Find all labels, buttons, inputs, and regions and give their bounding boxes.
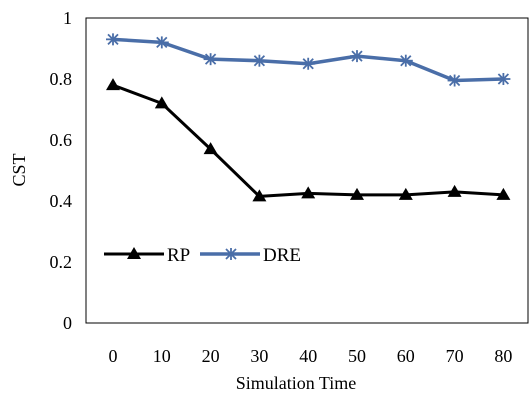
data-point-dre: [301, 57, 316, 70]
x-tick-label: 60: [397, 346, 415, 366]
legend-item-dre: DRE: [200, 245, 301, 266]
data-point-dre: [350, 50, 364, 63]
data-point-rp: [154, 96, 169, 109]
x-tick-label: 40: [299, 346, 317, 366]
y-tick-label: 0.2: [50, 252, 73, 272]
data-point-rp: [301, 186, 316, 199]
legend-asterisk-marker: [225, 248, 237, 260]
series-layer: [106, 33, 511, 202]
data-point-dre: [203, 53, 218, 66]
series-rp: [106, 78, 511, 202]
x-tick-label: 20: [202, 346, 220, 366]
data-point-dre: [106, 33, 120, 46]
data-point-rp: [106, 78, 120, 91]
x-tick-label: 10: [153, 346, 171, 366]
x-tick-label: 0: [109, 346, 118, 366]
data-point-dre: [154, 36, 169, 49]
plot-area: [85, 17, 529, 324]
x-axis-title: Simulation Time: [236, 373, 357, 393]
y-tick-label: 1: [63, 8, 72, 28]
series-dre: [106, 33, 511, 87]
data-point-dre: [496, 73, 511, 85]
legend-label-dre: DRE: [263, 245, 301, 266]
data-point-rp: [252, 189, 267, 202]
x-tick-label: 30: [250, 346, 268, 366]
data-point-rp: [203, 142, 218, 155]
data-point-dre: [252, 54, 267, 67]
x-tick-label: 70: [446, 346, 464, 366]
x-tick-label: 80: [494, 346, 512, 366]
legend-triangle-marker: [127, 247, 141, 259]
y-tick-labels: 0 0.2 0.4 0.6 0.8 1: [50, 8, 73, 333]
legend-item-rp: RP: [104, 245, 190, 266]
y-tick-label: 0.8: [50, 69, 73, 89]
y-axis-title: CST: [9, 153, 29, 186]
y-tick-label: 0.4: [50, 191, 73, 211]
data-point-rp: [398, 187, 413, 200]
data-point-dre: [398, 54, 413, 67]
data-point-dre: [447, 74, 462, 87]
data-point-rp: [350, 187, 364, 200]
series-line-rp: [112, 83, 504, 198]
y-tick-label: 0: [63, 313, 72, 333]
legend: RP DRE: [104, 245, 301, 266]
legend-label-rp: RP: [167, 245, 190, 266]
data-point-rp: [496, 187, 511, 200]
x-tick-label: 50: [348, 346, 366, 366]
data-point-rp: [447, 184, 462, 197]
y-tick-label: 0.6: [50, 130, 73, 150]
x-tick-labels: 0 10 20 30 40 50 60 70 80: [109, 346, 513, 366]
